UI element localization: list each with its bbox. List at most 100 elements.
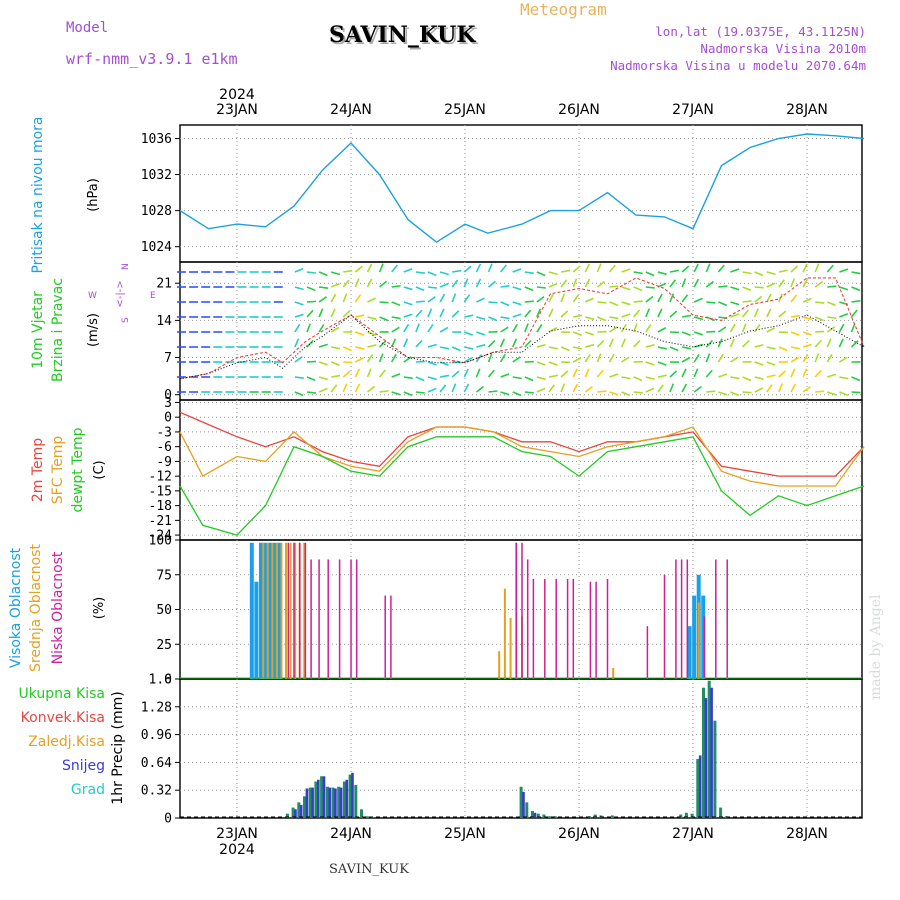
ytick-label-temperature-5: -9 <box>156 455 172 470</box>
wind-arrow <box>415 339 423 348</box>
precip-bar-total <box>297 802 301 818</box>
cloud-bar <box>249 542 254 679</box>
cloud-bar <box>498 651 501 679</box>
precip-bar-total <box>593 814 597 818</box>
wind-arrow <box>766 361 776 366</box>
wind-arrow <box>838 338 844 348</box>
wind-arrow <box>318 376 328 381</box>
cloud-bar <box>697 602 700 679</box>
ytick-label-clouds-1: 25 <box>156 638 172 653</box>
wind-arrow <box>512 376 522 380</box>
precip-bar-snow <box>522 791 525 818</box>
ytick-label-precip-3: 0.96 <box>141 728 172 743</box>
wind-arrow <box>706 301 716 304</box>
wind-arrow <box>306 271 317 274</box>
wind-arrow <box>512 391 522 397</box>
wind-arrow <box>827 373 837 378</box>
wind-arrow <box>330 282 340 288</box>
wind-arrow <box>705 339 714 348</box>
wind-arrow <box>318 296 327 303</box>
ytick-label-wind-3: 21 <box>156 277 172 292</box>
wind-arrow <box>681 368 687 378</box>
wind-arrow <box>742 376 752 382</box>
wind-arrow <box>826 326 836 333</box>
wind-arrow <box>790 368 796 378</box>
wind-arrow <box>681 314 692 318</box>
precip-bar-total <box>325 786 329 818</box>
ylabel-precip: 1hr Precip (mm) <box>110 691 126 804</box>
wind-arrow <box>536 286 546 289</box>
wind-arrow <box>826 301 836 307</box>
wind-arrow <box>681 346 692 350</box>
wind-arrow <box>512 268 522 273</box>
wind-arrow <box>645 324 652 333</box>
wind-arrow <box>354 294 362 303</box>
wind-arrow <box>669 370 678 378</box>
wind-arrow <box>463 265 472 273</box>
wind-arrow <box>391 284 401 288</box>
wind-arrow <box>596 369 604 378</box>
precip-bar-snow <box>322 776 326 818</box>
cloud-bar <box>692 595 697 679</box>
wind-arrow <box>693 354 700 363</box>
wind-arrow <box>427 361 437 366</box>
wind-arrow <box>524 339 532 348</box>
cloud-bar <box>384 595 386 679</box>
wind-arrow <box>608 353 615 363</box>
wind-arrow <box>657 271 667 276</box>
cloud-bar <box>272 542 277 679</box>
wind-arrow <box>766 327 776 333</box>
wind-arrow <box>718 373 728 378</box>
compass-arrows: <-|-> <box>115 280 126 307</box>
wind-arrow <box>621 356 630 363</box>
wind-arrow <box>632 323 638 333</box>
day-label-bottom: 26JAN <box>558 826 600 842</box>
cloud-bar <box>289 542 292 679</box>
wind-arrow <box>355 346 365 350</box>
cloud-bar <box>675 559 677 679</box>
wind-arrow <box>318 361 328 366</box>
wind-arrow <box>294 267 304 273</box>
wind-arrow <box>850 340 859 348</box>
wind-arrow <box>850 323 856 333</box>
wind-arrow <box>645 286 655 289</box>
product-label: Meteogram <box>520 0 607 19</box>
wind-arrow <box>439 326 449 333</box>
wind-arrow <box>500 316 510 320</box>
ytick-label-temperature-0: -24 <box>149 529 173 544</box>
cloud-bar <box>589 581 592 679</box>
wind-arrow <box>851 391 861 394</box>
wind-arrow <box>330 326 340 333</box>
wind-arrow <box>596 339 605 348</box>
footer-station: SAVIN_KUK <box>329 862 409 877</box>
wind-arrow <box>827 285 837 288</box>
wind-arrow <box>584 297 594 303</box>
ytick-label-clouds-4: 100 <box>149 534 172 549</box>
cloud-bar <box>390 595 392 679</box>
day-label-bottom: 25JAN <box>444 826 486 842</box>
wind-arrow <box>499 353 506 363</box>
wind-arrow <box>548 293 554 303</box>
temp-line-1 <box>179 426 865 487</box>
wind-arrow <box>330 271 341 276</box>
wind-arrow <box>487 369 495 378</box>
cloud-bar <box>687 626 692 679</box>
wind-arrow <box>548 384 556 393</box>
precip-bar-total <box>371 817 375 818</box>
wind-arrow <box>475 368 481 378</box>
precip-bar-snow <box>345 779 349 818</box>
wind-arrow <box>560 310 569 318</box>
wind-arrow <box>621 301 631 306</box>
wind-arrow <box>318 323 325 333</box>
wind-arrow <box>620 323 627 333</box>
wind-arrow <box>512 323 519 333</box>
wind-arrow <box>851 376 861 382</box>
wind-arrow <box>294 301 304 306</box>
wind-arrow <box>717 326 727 333</box>
wind-arrow <box>500 326 509 333</box>
compass-east: E <box>150 291 156 301</box>
wind-arrow <box>585 316 595 321</box>
wind-arrow <box>403 391 413 397</box>
wind-arrow <box>464 331 474 336</box>
legend-0: Ukupna Kisa <box>18 686 105 702</box>
